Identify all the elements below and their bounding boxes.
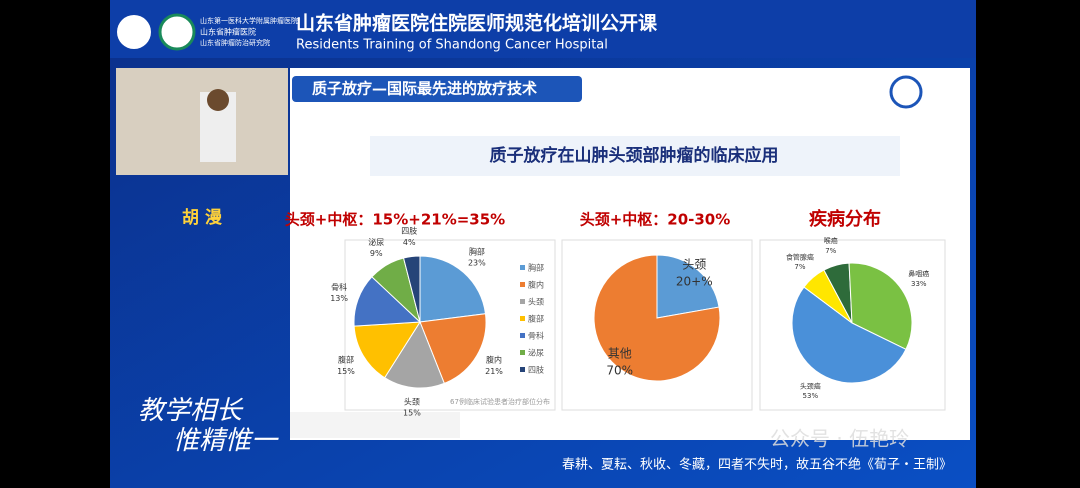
pie-slice [656, 254, 720, 319]
legend-swatch [520, 282, 525, 287]
pie-slice [593, 254, 721, 382]
slide-title: 质子放疗在山肿头颈部肿瘤的临床应用 [490, 145, 779, 166]
legend-label: 泌尿 [528, 348, 544, 358]
legend-swatch [520, 350, 525, 355]
slice-category: 头颈 [404, 397, 420, 407]
pie-slice [419, 313, 487, 385]
header-title: 山东省肿瘤医院住院医师规范化培训公开课 [296, 12, 658, 35]
slice-category: 食管腺癌 [786, 252, 814, 261]
slide-logo [889, 75, 923, 109]
header-subtitle: Residents Training of Shandong Cancer Ho… [296, 38, 608, 53]
slice-value: 4% [403, 238, 416, 247]
slogan: 教学相长 [138, 396, 244, 426]
slice-category: 四肢 [401, 226, 417, 236]
logo-line: 山东省肿瘤防治研究院 [200, 38, 270, 47]
logo-line: 山东第一医科大学附属肿瘤医院 [200, 16, 298, 25]
chart-title: 头颈+中枢：20-30% [580, 211, 731, 229]
logo-line: 山东省肿瘤医院 [200, 27, 256, 37]
slice-category: 头颈癌 [800, 381, 821, 390]
legend-label: 腹内 [528, 280, 544, 290]
slide-title-bg [370, 136, 900, 176]
pie-slice [353, 321, 421, 379]
slice-category: 腹内 [486, 355, 502, 365]
pie-slice [791, 286, 907, 384]
slice-value: 21% [485, 367, 503, 376]
slice-value: 13% [330, 294, 348, 303]
pie-slice [803, 269, 853, 324]
slogan: 惟精惟一 [173, 426, 279, 456]
pie-slice [419, 255, 487, 323]
header-bar [110, 0, 976, 58]
slice-value: 20+% [676, 274, 713, 288]
toolbar [290, 412, 460, 438]
pie-slice [848, 262, 913, 350]
slice-category: 骨科 [331, 282, 347, 292]
legend-swatch [520, 367, 525, 372]
legend-label: 腹部 [528, 314, 544, 324]
watermark: 公众号 · 伍艳玲 [770, 427, 909, 451]
slice-category: 喉癌 [824, 236, 838, 245]
slice-value: 7% [825, 247, 836, 255]
chart-title: 疾病分布 [809, 208, 881, 230]
logo [158, 13, 196, 51]
slice-value: 9% [370, 249, 383, 258]
slice-category: 鼻咽癌 [908, 269, 929, 278]
slice-category: 腹部 [338, 355, 354, 365]
legend-label: 胸部 [528, 263, 544, 273]
speaker-name: 胡 漫 [182, 207, 223, 228]
legend-swatch [520, 299, 525, 304]
legend-label: 头颈 [528, 297, 544, 307]
footnote: 67例临床试验患者治疗部位分布 [450, 397, 550, 406]
slice-value: 33% [911, 280, 927, 288]
slice-category: 泌尿 [368, 237, 384, 247]
pie-slice [383, 320, 445, 389]
slide-banner-text: 质子放疗—国际最先进的放疗技术 [312, 80, 537, 98]
chart-title: 头颈+中枢：15%+21%=35% [285, 211, 505, 229]
caption: 春耕、夏耘、秋收、冬藏，四者不失时，故五谷不绝《荀子・王制》 [562, 457, 952, 473]
slice-value: 70% [606, 363, 633, 377]
slice-value: 23% [468, 259, 486, 268]
speaker-head [207, 89, 229, 111]
legend-label: 骨科 [528, 331, 544, 341]
slice-category: 胸部 [469, 246, 485, 256]
slice-category: 其他 [608, 347, 632, 361]
slice-value: 15% [403, 409, 421, 418]
slice-category: 头颈 [682, 258, 706, 272]
legend-label: 四肢 [528, 365, 544, 375]
legend-swatch [520, 265, 525, 270]
slice-value: 53% [803, 392, 819, 400]
slice-value: 15% [337, 367, 355, 376]
slice-value: 7% [794, 263, 805, 271]
logo [117, 15, 151, 49]
pie-slice [402, 255, 421, 323]
legend-swatch [520, 333, 525, 338]
legend-swatch [520, 316, 525, 321]
slide-banner [292, 76, 582, 102]
